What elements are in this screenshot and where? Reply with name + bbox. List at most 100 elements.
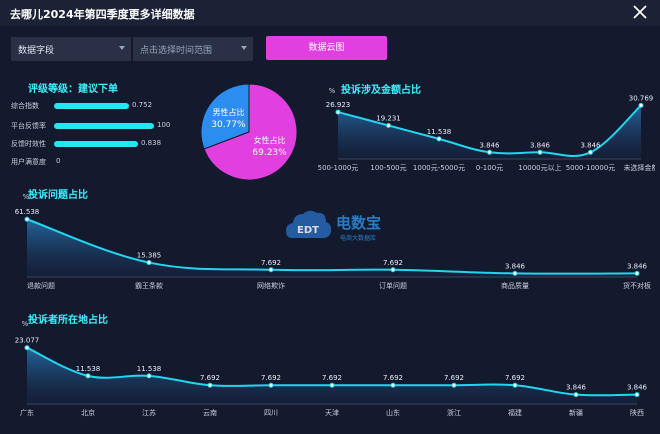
data-label: 3.846: [627, 262, 648, 270]
data-label: 11.538: [76, 365, 101, 373]
cloud-logo-icon: EDT 电数宝 电商大数据库: [286, 210, 381, 242]
x-tick-label: 0-100元: [476, 164, 503, 172]
svg-text:EDT: EDT: [297, 225, 319, 236]
pie-slice-value: 30.77%: [211, 120, 246, 130]
data-label: 11.538: [427, 128, 452, 136]
x-tick-label: 山东: [386, 408, 400, 417]
data-label: 7.692: [261, 374, 281, 382]
data-label: 3.846: [530, 141, 551, 149]
series-line: [26, 218, 638, 275]
time-range-placeholder: 点击选择时间范围: [140, 46, 213, 56]
rating-title: 评级等级：建议下单: [28, 84, 118, 95]
x-tick-label: 广东: [20, 408, 34, 417]
data-label: 7.692: [383, 374, 403, 382]
pie-slice-value: 69.23%: [252, 148, 287, 158]
data-label: 30.769: [629, 94, 654, 102]
rating-label: 平台反馈率: [11, 122, 46, 130]
rating-value: 0.752: [132, 101, 153, 109]
rating-label: 综合指数: [11, 102, 39, 110]
rating-label: 反馈时效性: [11, 140, 46, 148]
rating-value: 100: [157, 121, 171, 129]
x-tick-label: 福建: [508, 408, 522, 417]
data-label: 23.077: [15, 337, 40, 345]
x-tick-label: 云南: [203, 408, 217, 417]
time-range-select[interactable]: 点击选择时间范围: [133, 37, 253, 61]
data-point: [588, 149, 593, 155]
x-tick-label: 订单问题: [379, 281, 407, 290]
x-tick-label: 商品质量: [501, 281, 529, 290]
data-label: 3.846: [479, 141, 500, 149]
x-tick-label: 未选择金额: [624, 163, 656, 172]
data-label: 3.846: [580, 141, 601, 149]
area-fill: [27, 219, 637, 277]
data-label: 11.538: [137, 365, 162, 373]
rating-value: 0: [56, 157, 61, 165]
area-fill: [27, 347, 637, 404]
data-label: 7.692: [261, 259, 281, 267]
y-axis-label: %: [329, 88, 336, 95]
x-tick-label: 网络欺诈: [257, 281, 285, 290]
data-point: [573, 392, 579, 398]
x-tick-label: 1000元-5000元: [413, 164, 465, 172]
data-label: 7.692: [322, 374, 342, 382]
data-label: 19.231: [376, 114, 401, 122]
data-point: [329, 382, 335, 388]
x-tick-label: 江苏: [142, 408, 156, 417]
x-tick-label: 10000元以上: [518, 163, 561, 172]
page-title: 去哪儿2024年第四季度更多详细数据: [10, 8, 195, 21]
data-point: [451, 382, 457, 388]
y-axis-label: %: [22, 320, 29, 328]
y-axis-label: %: [23, 193, 30, 201]
data-label: 15.385: [137, 252, 162, 260]
data-point: [146, 260, 152, 266]
data-label: 3.846: [566, 384, 587, 392]
close-icon[interactable]: [630, 2, 650, 22]
header-bar: 去哪儿2024年第四季度更多详细数据: [0, 0, 660, 26]
data-point: [512, 382, 518, 388]
data-point: [436, 136, 442, 142]
data-point: [487, 149, 492, 155]
data-cloud-button[interactable]: 数据云图: [266, 36, 387, 60]
data-point: [146, 373, 152, 379]
rating-bar: [54, 103, 129, 109]
data-point: [268, 382, 274, 388]
data-point: [634, 270, 640, 276]
region-chart-title: 投诉者所在地占比: [28, 315, 108, 326]
data-point: [537, 149, 543, 155]
data-point: [390, 382, 396, 388]
data-point: [634, 392, 640, 398]
data-label: 26.923: [326, 101, 351, 109]
x-tick-label: 霸王条款: [135, 281, 163, 290]
data-label: 7.692: [505, 374, 525, 382]
region-area-chart: % 23.077 广东 11.538 北京 11.538 江苏 7.692 云南 7.692 四川 7…: [15, 320, 648, 417]
x-tick-label: 天津: [325, 409, 339, 417]
data-label: 7.692: [200, 374, 220, 382]
watermark-logo: EDT 电数宝 电商大数据库: [284, 200, 404, 250]
rating-bar: [54, 123, 154, 129]
svg-text:电数宝: 电数宝: [336, 214, 381, 232]
data-point: [638, 102, 644, 108]
area-fill: [338, 105, 641, 159]
x-tick-label: 浙江: [447, 408, 461, 417]
pie-slice: [203, 83, 298, 181]
data-point: [85, 373, 91, 379]
x-tick-label: 北京: [81, 408, 95, 417]
field-select[interactable]: 数据字段: [11, 37, 131, 61]
data-point: [207, 382, 213, 388]
data-label: 7.692: [444, 374, 464, 382]
pie-slice-name: 女性占比: [254, 135, 286, 145]
data-point: [512, 270, 518, 276]
x-tick-label: 四川: [264, 409, 278, 417]
problem-area-chart: % 61.538 退款问题 15.385 霸王条款 7.692 网络欺诈 7.692 订单问题 3…: [15, 193, 651, 290]
data-point: [24, 216, 30, 222]
data-point: [386, 122, 391, 128]
chevron-down-icon: [119, 46, 125, 50]
gender-pie-chart: 男性占比 30.77% 女性占比 69.23%: [200, 83, 298, 181]
problem-chart-title: 投诉问题占比: [28, 190, 88, 201]
pie-slice: [200, 83, 250, 150]
rating-label: 用户满意度: [11, 158, 46, 166]
data-point: [24, 345, 30, 351]
data-label: 7.692: [383, 259, 403, 267]
data-label: 3.846: [627, 384, 648, 392]
x-tick-label: 退款问题: [27, 281, 55, 290]
